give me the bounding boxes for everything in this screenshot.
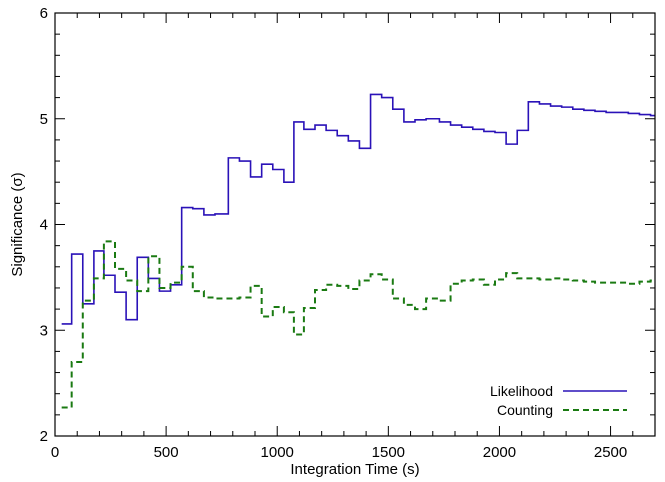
y-tick-label: 6: [40, 5, 48, 22]
plot-frame: [54, 12, 656, 437]
x-tick-label: 0: [51, 444, 59, 461]
legend-label-likelihood: Likelihood: [490, 383, 553, 399]
axis-ticks: [54, 12, 656, 437]
x-tick-label: 2500: [594, 444, 627, 461]
y-tick-label: 5: [40, 111, 48, 128]
y-tick-label: 4: [40, 217, 48, 234]
legend: Likelihood Counting: [490, 383, 627, 418]
x-tick-label: 2000: [483, 444, 516, 461]
x-axis-label: Integration Time (s): [290, 461, 419, 478]
series-line-likelihood: [61, 93, 655, 325]
x-tick-label: 500: [154, 444, 179, 461]
series-line-counting: [61, 240, 655, 409]
y-tick-label: 3: [40, 322, 48, 339]
tick-labels: 0 500 1000 1500 2000 2500 2 3 4 5 6: [40, 5, 628, 461]
plot-series: [61, 93, 655, 409]
y-axis-label: Significance (σ): [9, 172, 26, 276]
x-tick-label: 1000: [261, 444, 294, 461]
legend-label-counting: Counting: [497, 402, 553, 418]
x-tick-label: 1500: [372, 444, 405, 461]
y-tick-label: 2: [40, 428, 48, 445]
